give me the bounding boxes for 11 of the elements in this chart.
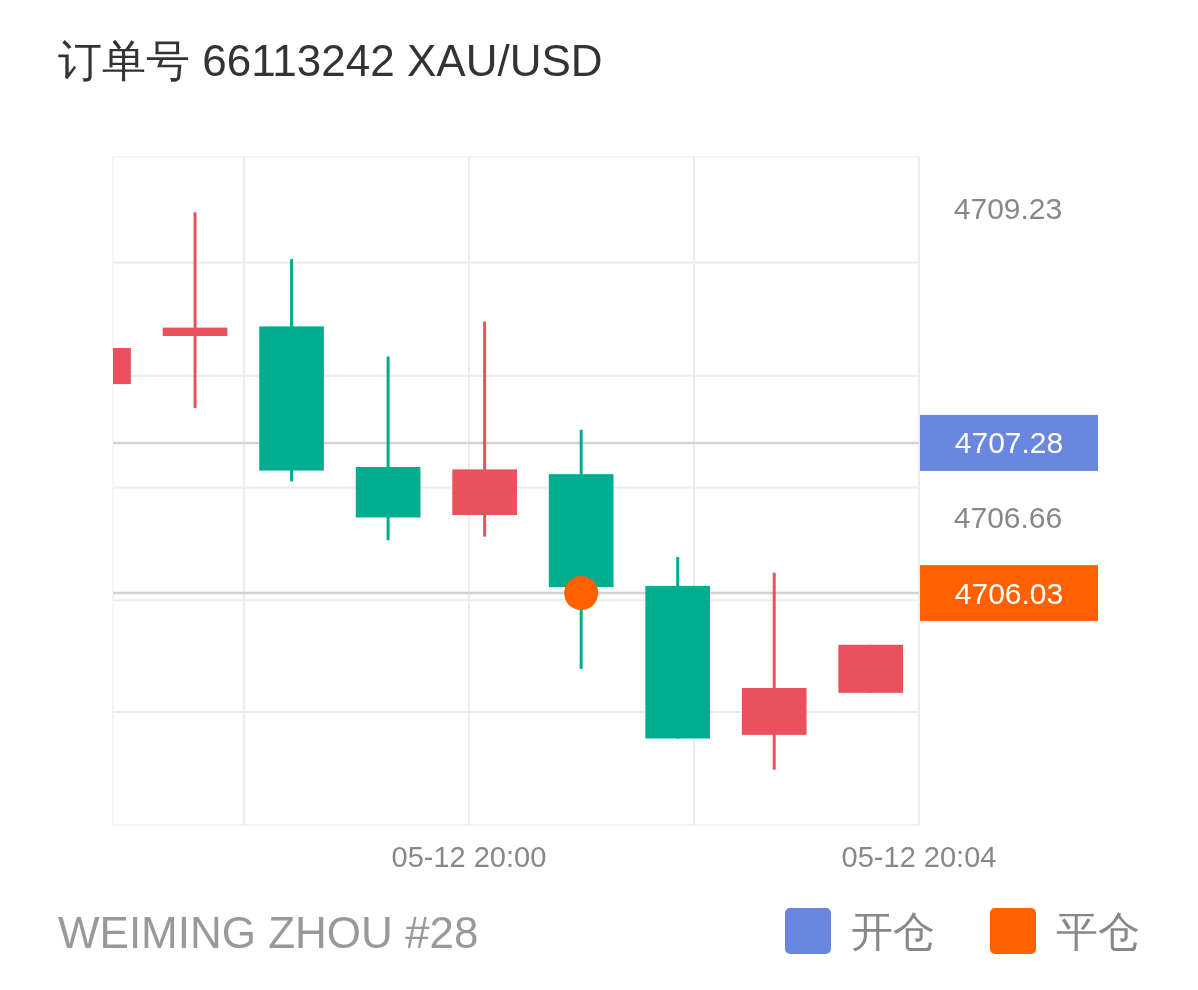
y-tick-label: 4709.23	[953, 192, 1063, 226]
legend-label: 平仓	[1056, 907, 1140, 955]
ref-line-label: 4706.03	[954, 576, 1064, 610]
text: 05-12 20:04	[841, 841, 997, 873]
legend-label: 开仓	[851, 907, 935, 955]
text: 05-12 20:00	[391, 841, 547, 873]
text: WEIMING ZHOU #28	[58, 908, 479, 957]
y-tick-label: 4706.66	[953, 500, 1063, 534]
ref-line-label: 4707.28	[954, 426, 1064, 460]
chart-title: 订单号 66113242 XAU/USD	[58, 36, 603, 85]
candlestick	[162, 212, 228, 410]
